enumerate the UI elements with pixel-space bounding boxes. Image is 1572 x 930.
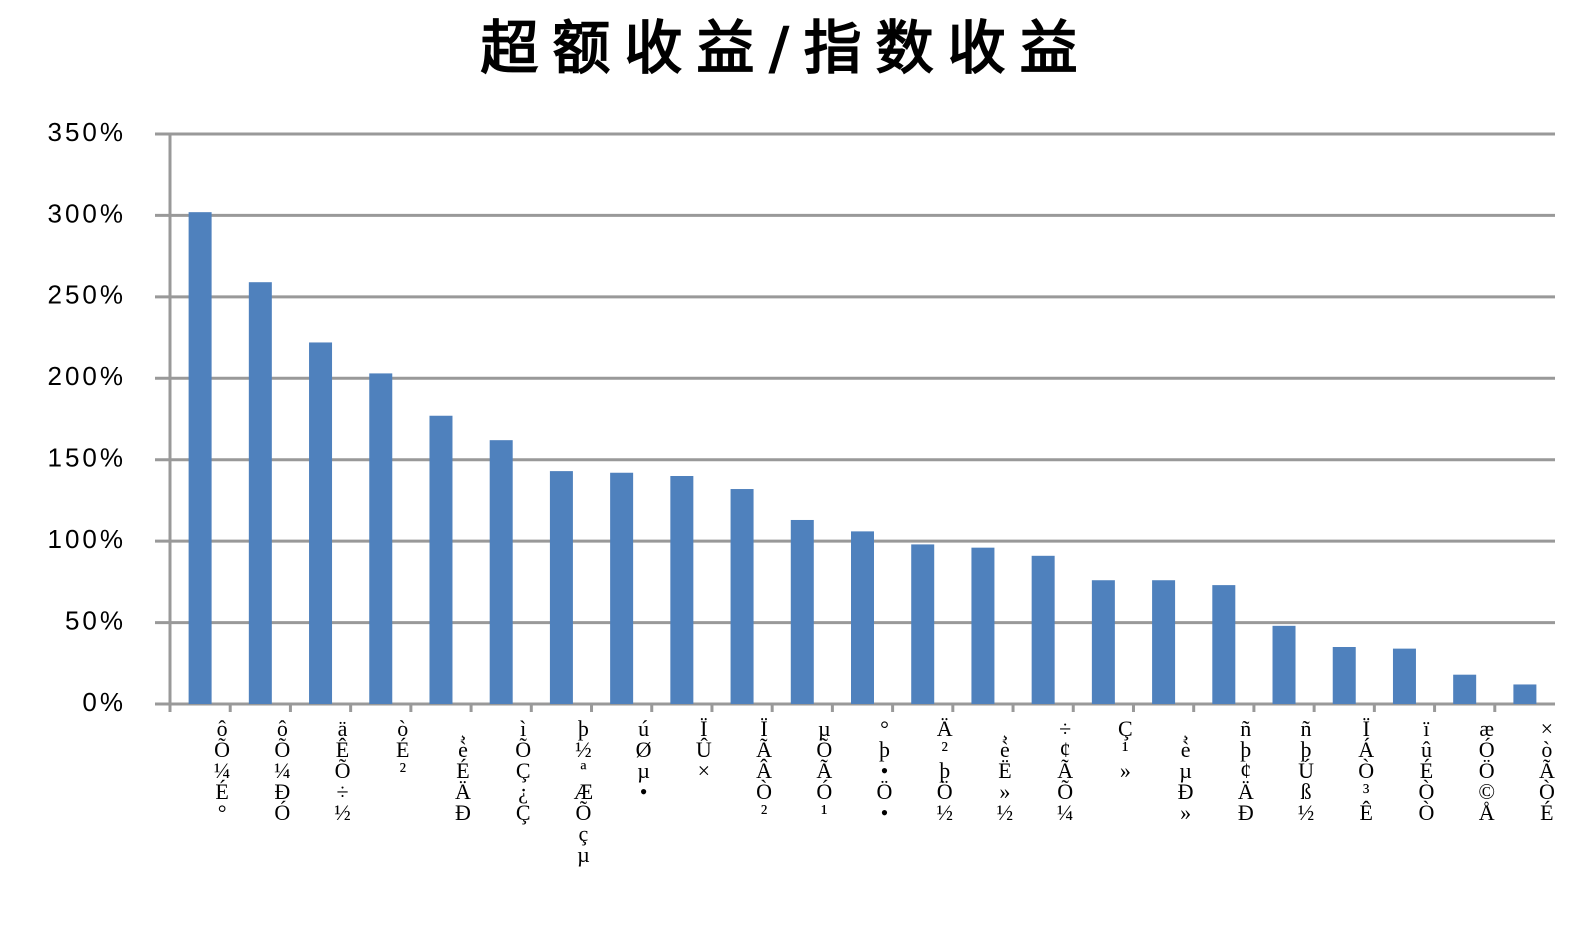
x-tick-label: ×òÃÒÉ: [1534, 716, 1559, 821]
x-tick-label: µÕÃÓ¹: [812, 716, 837, 821]
chart-title: 超额收益/指数收益: [480, 14, 1091, 82]
bar: [851, 531, 874, 704]
bar: [730, 489, 754, 704]
bar: [1453, 674, 1477, 704]
y-tick-label: 300%: [48, 198, 127, 228]
x-tick-label: ìÕÇ¿Ç: [511, 716, 536, 825]
y-tick-label: 200%: [48, 361, 127, 391]
y-tick-label: 150%: [48, 443, 127, 473]
x-tick-label: ¸èË»½: [992, 716, 1017, 821]
bar: [1212, 585, 1236, 704]
bar: [1513, 684, 1537, 704]
bar: [790, 519, 814, 704]
x-tick-label: ÏÛ×: [691, 716, 716, 779]
bar: [1152, 580, 1176, 704]
x-tick-label: °þ•Ö•: [872, 716, 897, 821]
y-tick-label: 350%: [48, 117, 127, 147]
x-tick-label: äÊÕ÷½: [330, 716, 355, 821]
bar: [971, 547, 995, 704]
x-tick-label: æÓÖ©Å: [1474, 716, 1499, 821]
bar: [489, 440, 513, 704]
bar: [610, 472, 634, 704]
x-tick-label: Ç¹»: [1113, 716, 1138, 779]
bar: [670, 476, 694, 704]
y-tick-label: 50%: [65, 605, 126, 635]
x-tick-label: Ä²þÖ½: [932, 716, 957, 821]
bar: [549, 471, 573, 704]
x-tick-label: ¸èµÐ»: [1173, 716, 1198, 821]
x-tick-label: òÉ²: [390, 716, 415, 779]
bar: [369, 373, 393, 704]
bar: [1392, 648, 1416, 704]
x-tick-label: ÷¢ÃÕ¼: [1053, 716, 1078, 821]
x-tick-label: úØµ•: [631, 716, 656, 800]
bar: [911, 544, 935, 704]
bar: [429, 415, 453, 704]
bar: [309, 342, 333, 704]
x-tick-label: ïûÉÒÒ: [1414, 716, 1439, 821]
y-tick-label: 100%: [48, 524, 127, 554]
x-tick-label: ôÕ¼É°: [210, 716, 235, 821]
x-tick-label: ÏÃÂÒ²: [752, 716, 777, 821]
bar: [1091, 580, 1115, 704]
bar: [188, 212, 212, 704]
x-tick-label: ñþÚß½: [1294, 716, 1319, 821]
x-tick-label: ¸èÉÄÐ: [450, 716, 475, 821]
x-tick-label: ñþ¢ÄÐ: [1233, 716, 1258, 821]
bar: [248, 282, 272, 704]
x-tick-label: þ½ªÆÕçµ: [571, 716, 596, 867]
bar: [1031, 555, 1055, 704]
x-tick-label: ÏÁÒ³Ê: [1354, 716, 1379, 821]
x-tick-label: ôÕ¼ÐÓ: [270, 716, 295, 821]
y-tick-label: 250%: [48, 280, 127, 310]
y-tick-label: 0%: [82, 687, 126, 717]
bar: [1272, 625, 1296, 704]
bar: [1332, 647, 1356, 704]
